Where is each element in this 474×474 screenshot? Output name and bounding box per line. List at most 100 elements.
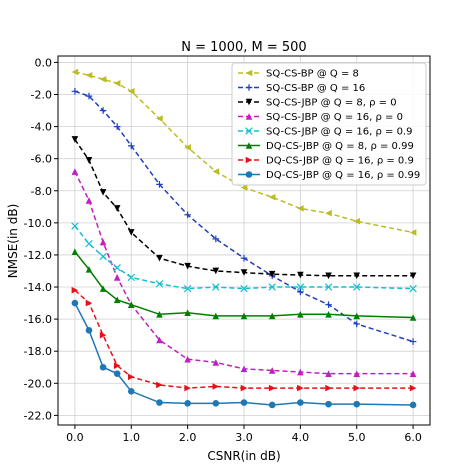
- x-tick-label: 1.0: [123, 431, 141, 444]
- legend-entry: DQ-CS-JBP @ Q = 16, ρ = 0.99: [238, 170, 420, 181]
- data-point: [297, 205, 304, 212]
- series-4: [71, 168, 417, 377]
- legend: SQ-CS-BP @ Q = 8 SQ-CS-BP @ Q = 16 SQ-CS-J…: [231, 62, 427, 186]
- data-point: [268, 384, 276, 392]
- x-tick-label: 4.0: [292, 431, 310, 444]
- data-point: [268, 312, 276, 320]
- data-point: [240, 184, 248, 191]
- axis-ticks: 0.0 1.0 2.0 3.0 4.0 5.0 6.0 0.0 -2.0 -4.0 -6.0 -8.0…: [24, 56, 422, 444]
- data-point: [85, 239, 93, 248]
- x-axis-title: CSNR(in dB): [207, 449, 280, 463]
- y-tick-label: -2.0: [31, 89, 52, 102]
- data-point: [99, 331, 107, 339]
- legend-label: DQ-CS-JBP @ Q = 8, ρ = 0.99: [266, 141, 414, 152]
- data-point: [184, 400, 191, 407]
- data-point: [212, 168, 220, 175]
- data-point: [240, 312, 248, 320]
- data-point: [156, 311, 163, 318]
- legend-marker: [245, 171, 253, 178]
- data-point: [184, 355, 191, 363]
- data-point: [212, 400, 220, 407]
- data-point: [127, 87, 135, 95]
- data-point: [353, 370, 361, 377]
- data-point: [113, 264, 121, 272]
- series-2: [71, 87, 417, 345]
- y-tick-label: -4.0: [31, 121, 52, 134]
- data-point: [85, 156, 93, 164]
- y-tick-label: -12.0: [24, 249, 52, 262]
- legend-marker: [245, 69, 253, 77]
- data-point: [353, 312, 361, 320]
- data-point: [85, 92, 93, 100]
- data-point: [297, 368, 304, 376]
- data-point: [113, 296, 121, 304]
- data-point: [212, 235, 220, 243]
- series-line: [74, 171, 414, 375]
- legend-entry: SQ-CS-JBP @ Q = 16, ρ = 0.9: [238, 127, 412, 138]
- legend-marker: [245, 142, 253, 149]
- data-point: [85, 71, 93, 79]
- data-point: [212, 359, 220, 366]
- data-point: [184, 211, 191, 219]
- legend-label: SQ-CS-BP @ Q = 16: [266, 83, 365, 94]
- series-line: [74, 139, 414, 277]
- data-point: [156, 254, 163, 262]
- data-point: [71, 136, 79, 143]
- data-point: [409, 401, 417, 409]
- data-point: [99, 285, 107, 292]
- data-point: [409, 370, 417, 377]
- data-point: [268, 283, 276, 291]
- data-point: [184, 262, 191, 270]
- series-8: [71, 299, 417, 409]
- data-point: [325, 384, 332, 392]
- data-point: [71, 299, 79, 307]
- legend-entry: SQ-CS-JBP @ Q = 16, ρ = 0: [238, 112, 403, 123]
- y-tick-label: -22.0: [24, 409, 52, 422]
- data-point: [113, 362, 121, 369]
- data-point: [127, 229, 135, 236]
- data-point: [240, 254, 248, 262]
- data-point: [240, 284, 248, 293]
- data-point: [324, 283, 333, 291]
- data-point: [113, 79, 121, 87]
- data-point: [409, 338, 417, 345]
- x-tick-label: 5.0: [348, 431, 366, 444]
- data-point: [353, 283, 361, 291]
- data-point: [85, 266, 93, 273]
- data-point: [353, 320, 361, 328]
- legend-entry: SQ-CS-JBP @ Q = 8, ρ = 0: [238, 98, 397, 109]
- data-point: [99, 363, 107, 371]
- data-point: [212, 312, 220, 320]
- data-point: [71, 87, 79, 95]
- legend-label: SQ-CS-JBP @ Q = 8, ρ = 0: [266, 98, 397, 109]
- data-point: [409, 384, 417, 392]
- data-point: [183, 284, 192, 293]
- y-tick-label: 0.0: [35, 56, 53, 69]
- data-point: [99, 107, 107, 114]
- data-point: [297, 271, 304, 279]
- data-point: [297, 288, 304, 296]
- data-point: [353, 384, 361, 392]
- legend-box: [231, 62, 427, 186]
- data-point: [212, 283, 220, 291]
- y-tick-label: -14.0: [24, 281, 52, 294]
- data-point: [325, 370, 332, 377]
- data-point: [353, 400, 361, 408]
- y-tick-label: -16.0: [24, 313, 52, 326]
- legend-entry: DQ-CS-JBP @ Q = 16, ρ = 0.9: [238, 156, 414, 167]
- data-point: [212, 267, 220, 275]
- data-point: [71, 222, 79, 230]
- data-point: [85, 299, 93, 307]
- data-point: [353, 217, 361, 225]
- x-tick-label: 2.0: [179, 431, 197, 444]
- data-point: [127, 388, 135, 395]
- data-point: [240, 365, 248, 373]
- data-point: [99, 75, 107, 83]
- data-point: [156, 336, 163, 344]
- legend-label: DQ-CS-JBP @ Q = 16, ρ = 0.99: [266, 170, 420, 181]
- legend-label: SQ-CS-JBP @ Q = 16, ρ = 0: [266, 112, 403, 123]
- data-point: [184, 144, 191, 151]
- data-point: [184, 309, 191, 316]
- data-point: [353, 272, 361, 280]
